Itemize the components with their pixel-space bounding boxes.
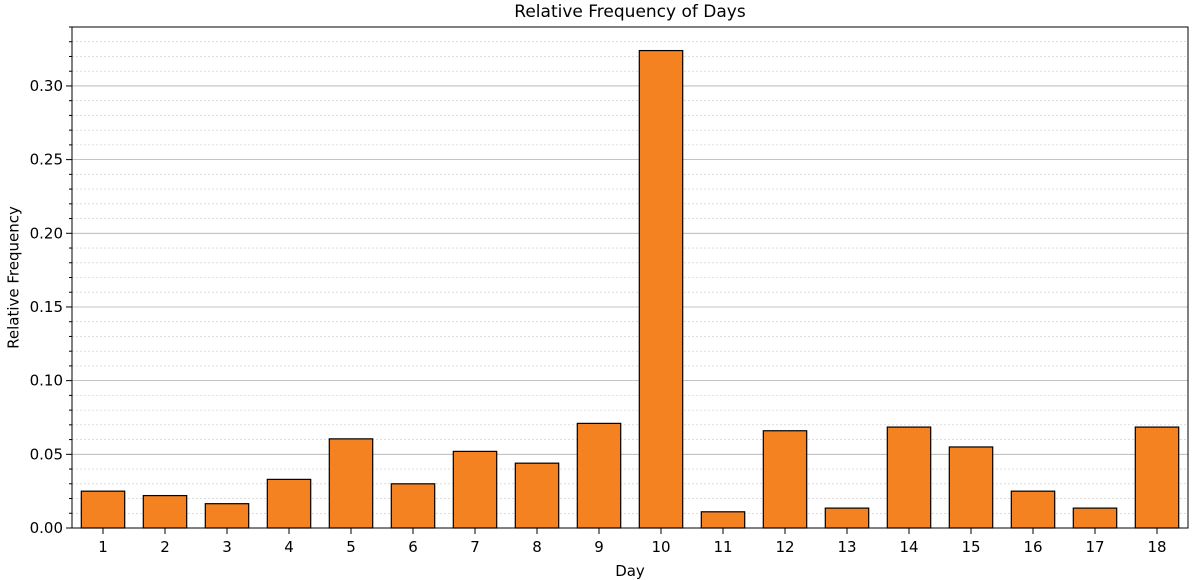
y-tick-label: 0.05 bbox=[30, 445, 63, 463]
x-tick-label: 9 bbox=[594, 538, 604, 556]
x-tick-label: 16 bbox=[1023, 538, 1042, 556]
x-tick-label: 12 bbox=[775, 538, 794, 556]
bar-day-5 bbox=[328, 438, 374, 529]
bar-day-3 bbox=[204, 503, 250, 529]
bar-day-14 bbox=[886, 426, 932, 529]
x-tick-label: 3 bbox=[222, 538, 232, 556]
y-tick-label: 0.20 bbox=[30, 224, 63, 242]
x-tick-label: 2 bbox=[160, 538, 170, 556]
y-axis-label: Relative Frequency bbox=[4, 206, 22, 349]
x-tick-label: 18 bbox=[1147, 538, 1166, 556]
bar-day-8 bbox=[514, 462, 560, 529]
bar-day-16 bbox=[1010, 490, 1056, 529]
grid-lines bbox=[72, 26, 1188, 529]
x-tick-label: 6 bbox=[408, 538, 418, 556]
x-tick-label: 15 bbox=[961, 538, 980, 556]
x-tick-label: 10 bbox=[651, 538, 670, 556]
bar-day-12 bbox=[762, 430, 808, 529]
chart-title: Relative Frequency of Days bbox=[514, 2, 746, 22]
x-tick-label: 14 bbox=[899, 538, 918, 556]
y-tick-label: 0.25 bbox=[30, 151, 63, 169]
bar-day-9 bbox=[576, 422, 622, 529]
x-tick-label: 8 bbox=[532, 538, 542, 556]
y-tick-label: 0.10 bbox=[30, 372, 63, 390]
x-tick-label: 11 bbox=[713, 538, 732, 556]
bar-day-15 bbox=[948, 446, 994, 529]
axes: 0.000.050.100.150.200.250.301 2 3 4 5 6 7 8 9 10 1… bbox=[30, 26, 1189, 556]
x-axis-label: Day bbox=[615, 562, 645, 580]
bars bbox=[80, 49, 1180, 529]
plot-frame bbox=[71, 26, 1189, 529]
bar-day-2 bbox=[142, 494, 188, 529]
x-tick-label: 5 bbox=[346, 538, 356, 556]
x-tick-label: 7 bbox=[470, 538, 480, 556]
x-tick-label: 4 bbox=[284, 538, 294, 556]
x-tick-label: 17 bbox=[1085, 538, 1104, 556]
bar-day-7 bbox=[452, 450, 498, 529]
bar-day-13 bbox=[824, 507, 870, 529]
x-tick-label: 1 bbox=[98, 538, 108, 556]
bar-day-1 bbox=[80, 490, 126, 529]
y-tick-label: 0.30 bbox=[30, 77, 63, 95]
bar-day-18 bbox=[1134, 426, 1180, 529]
y-tick-label: 0.15 bbox=[30, 298, 63, 316]
bar-day-10 bbox=[638, 49, 684, 529]
y-tick-label: 0.00 bbox=[30, 519, 63, 537]
bar-day-17 bbox=[1072, 507, 1118, 529]
x-tick-label: 13 bbox=[837, 538, 856, 556]
bar-day-11 bbox=[700, 511, 746, 529]
bar-day-4 bbox=[266, 478, 312, 529]
bar-day-6 bbox=[390, 483, 436, 529]
